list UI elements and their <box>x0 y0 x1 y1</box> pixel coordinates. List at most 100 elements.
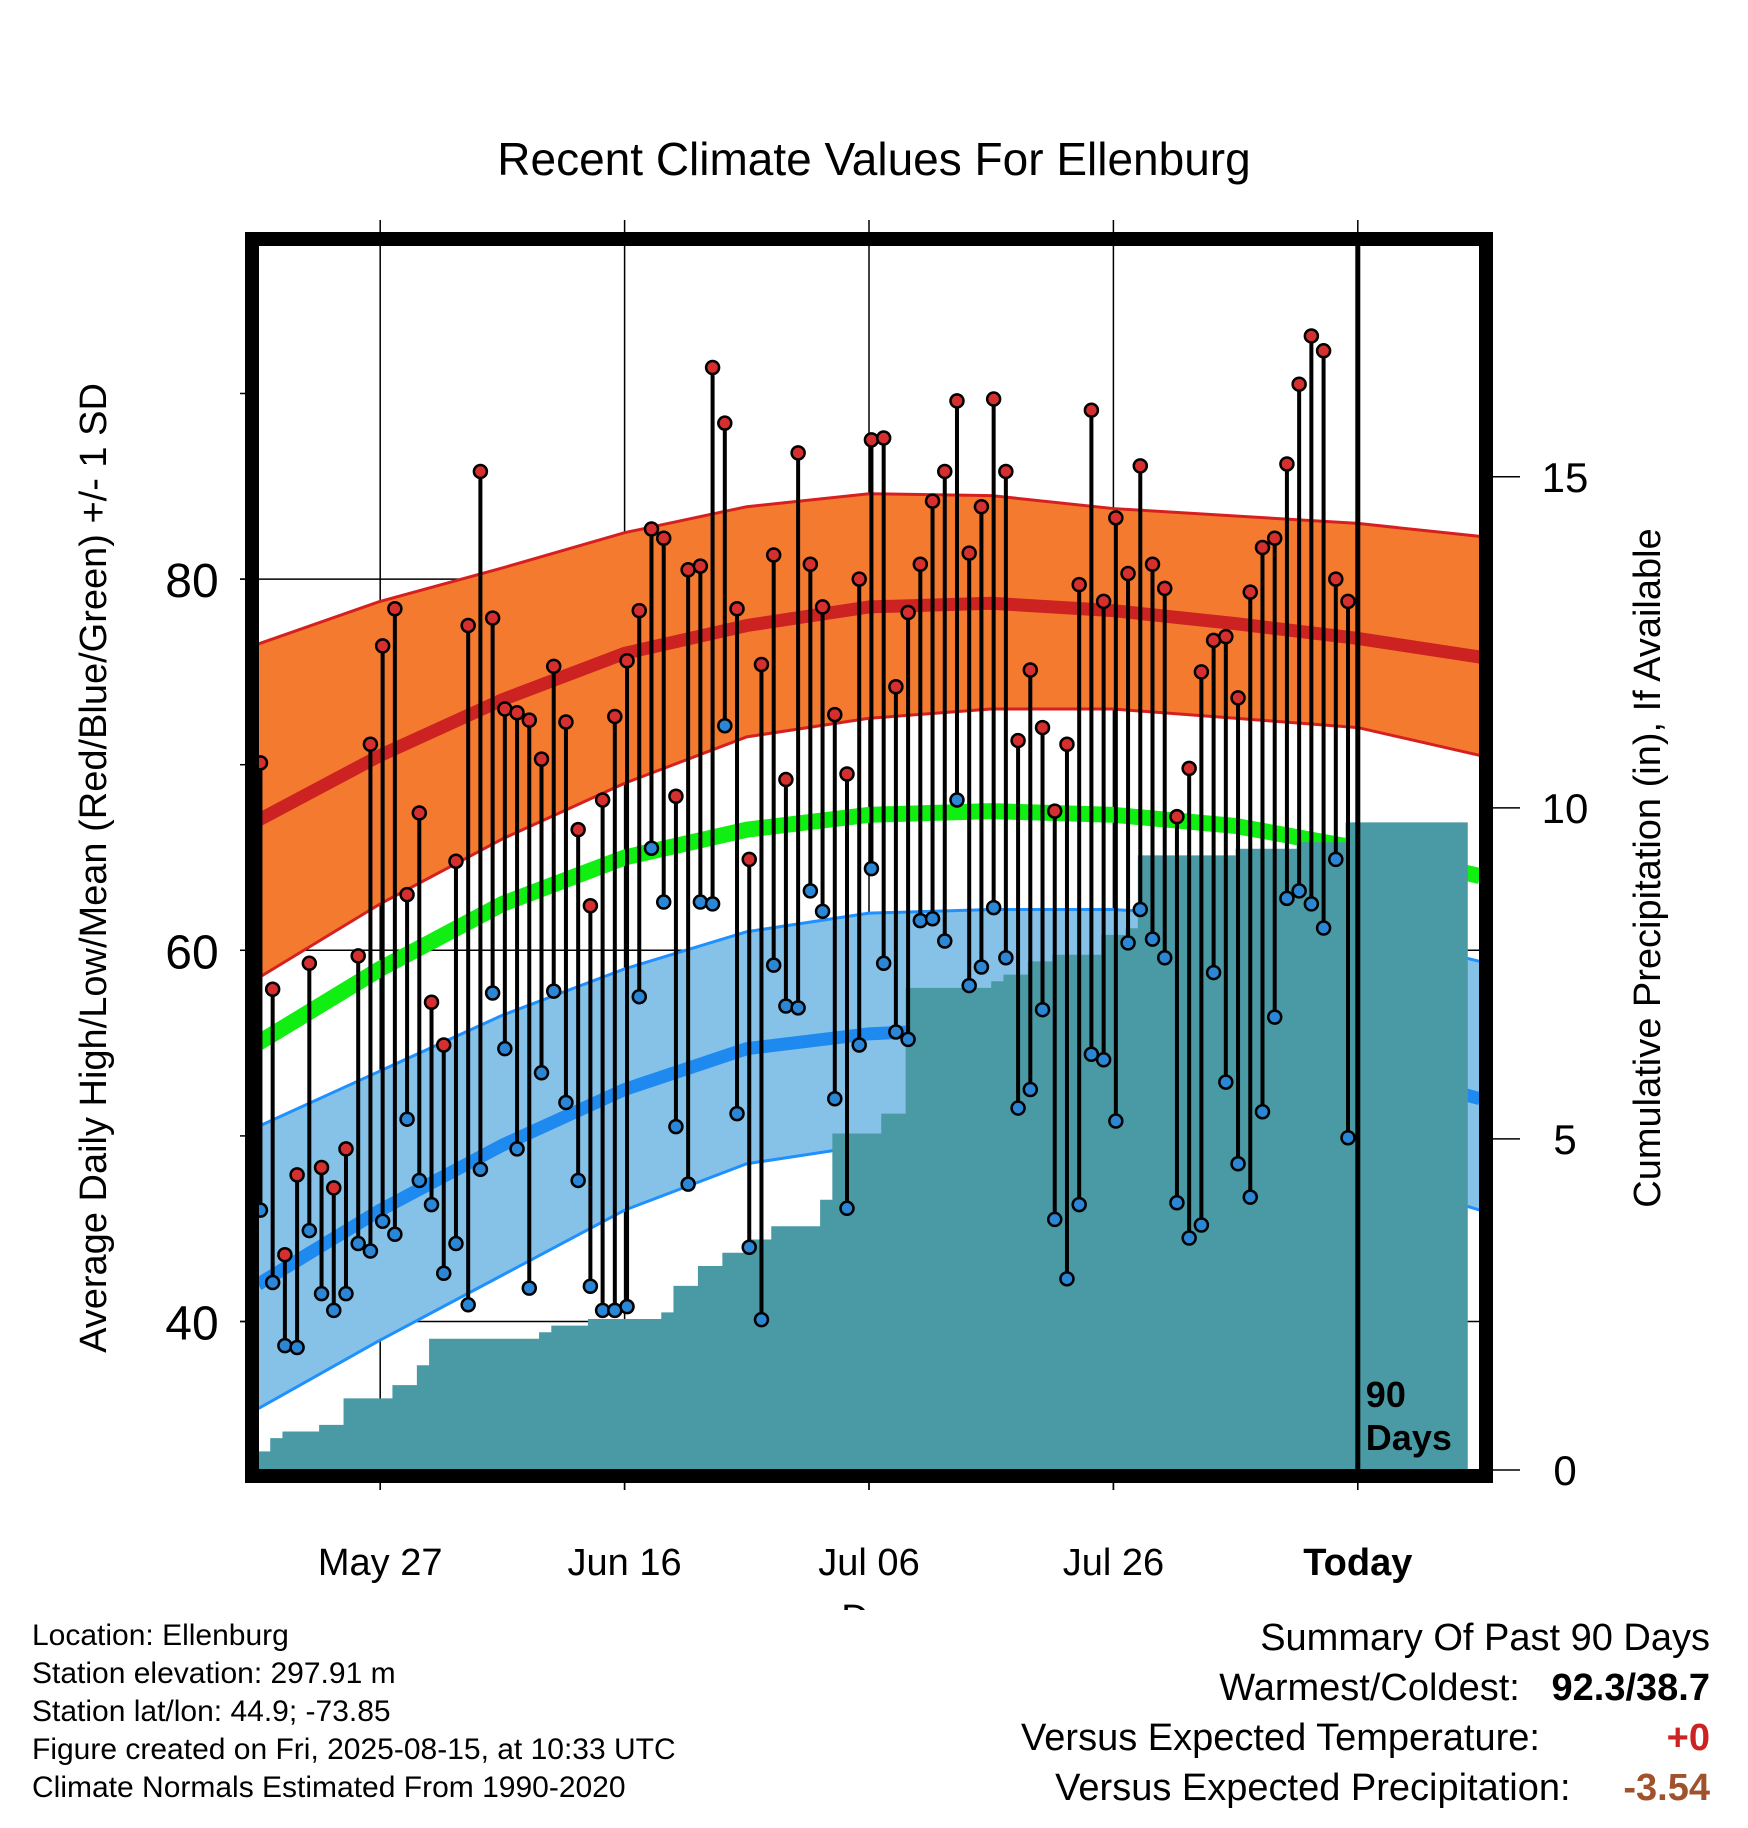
low-point <box>277 1337 293 1354</box>
high-point <box>545 658 562 675</box>
high-point <box>1218 628 1234 645</box>
low-point <box>790 1000 806 1016</box>
low-point <box>1108 1113 1124 1129</box>
high-point <box>1156 580 1173 597</box>
low-point <box>937 933 953 949</box>
high-point <box>998 463 1014 480</box>
low-point <box>668 1118 684 1135</box>
high-point <box>607 708 623 725</box>
low-point <box>1205 964 1222 981</box>
high-point <box>277 1246 293 1263</box>
low-point <box>827 1091 843 1107</box>
high-point <box>1340 593 1356 610</box>
high-point <box>1254 539 1271 556</box>
high-point <box>1095 593 1112 610</box>
x-tick-label: Jun 16 <box>568 1542 682 1584</box>
low-point <box>1193 1217 1210 1233</box>
low-point <box>1340 1130 1356 1146</box>
high-point <box>1266 530 1283 547</box>
low-point <box>900 1031 916 1048</box>
high-point <box>888 678 904 695</box>
high-point <box>362 736 379 753</box>
low-point <box>1279 890 1295 907</box>
high-point <box>1010 732 1026 749</box>
low-point <box>570 1172 586 1189</box>
low-point <box>545 983 562 999</box>
warmest-coldest-value: 92.3/38.7 <box>1551 1667 1710 1709</box>
high-point <box>937 463 953 480</box>
low-point <box>741 1239 757 1256</box>
low-point <box>1083 1046 1100 1062</box>
low-point <box>509 1141 525 1157</box>
low-point <box>1120 935 1136 951</box>
low-point <box>448 1235 464 1252</box>
high-point <box>1132 458 1149 474</box>
high-point <box>778 771 794 788</box>
low-point <box>1254 1104 1271 1120</box>
high-point <box>949 393 965 409</box>
low-point <box>1132 901 1149 918</box>
low-point <box>460 1297 476 1313</box>
low-point <box>338 1285 354 1302</box>
low-point <box>1242 1189 1259 1205</box>
y2-tick-label: 5 <box>1553 1116 1576 1163</box>
high-point <box>435 1037 452 1053</box>
low-point <box>949 792 965 808</box>
high-point <box>619 653 635 669</box>
low-point <box>1303 896 1320 912</box>
x-tick-label: Jul 06 <box>818 1542 919 1584</box>
high-point <box>387 601 403 617</box>
high-point <box>631 602 648 619</box>
low-point <box>1156 949 1173 966</box>
y2-axis-label: Cumulative Precipitation (in), If Availa… <box>1627 528 1669 1207</box>
high-point <box>790 445 806 461</box>
y2-tick-label: 10 <box>1542 785 1589 832</box>
low-point <box>704 896 721 912</box>
high-point <box>472 463 489 480</box>
high-point <box>558 714 574 730</box>
low-point <box>1328 851 1344 868</box>
high-point <box>301 955 318 972</box>
y-tick-label: 60 <box>165 926 218 979</box>
low-point <box>839 1200 855 1217</box>
low-point <box>1291 883 1307 899</box>
low-point <box>1010 1100 1026 1116</box>
high-point <box>509 704 525 721</box>
low-point <box>521 1280 538 1296</box>
high-point <box>1193 664 1210 680</box>
low-point <box>1046 1211 1063 1228</box>
low-point <box>802 883 819 899</box>
summary-precip: Versus Expected Precipitation: -3.54 <box>1021 1763 1710 1813</box>
high-point <box>521 712 538 728</box>
low-point <box>924 911 941 927</box>
station-info: Location: Ellenburg Station elevation: 2… <box>32 1617 676 1807</box>
high-point <box>717 415 733 431</box>
low-point <box>484 985 501 1001</box>
y-tick-label: 80 <box>165 555 218 608</box>
low-point <box>851 1037 867 1053</box>
x-axis-label: Day <box>841 1598 909 1610</box>
x-tick-label: Today <box>1303 1542 1412 1584</box>
low-point <box>1230 1156 1246 1172</box>
low-point <box>1266 1009 1283 1025</box>
high-point <box>1059 736 1075 753</box>
high-point <box>643 521 660 537</box>
low-point <box>387 1226 403 1243</box>
high-point <box>1071 576 1087 593</box>
low-point <box>497 1040 513 1057</box>
low-point <box>1169 1194 1185 1211</box>
high-point <box>484 610 501 626</box>
summary-title: Summary Of Past 90 Days <box>1260 1617 1710 1659</box>
low-point <box>778 998 794 1014</box>
low-point <box>643 840 660 856</box>
low-point <box>264 1274 281 1291</box>
normals-text: Climate Normals Estimated From 1990-2020 <box>32 1771 626 1804</box>
summary-warmest-coldest: Warmest/Coldest: 92.3/38.7 <box>1021 1663 1710 1713</box>
high-point <box>692 558 709 574</box>
low-point <box>1315 920 1332 936</box>
low-point <box>765 957 782 973</box>
high-point <box>753 656 770 673</box>
high-point <box>1291 376 1307 392</box>
high-point <box>1083 402 1100 418</box>
